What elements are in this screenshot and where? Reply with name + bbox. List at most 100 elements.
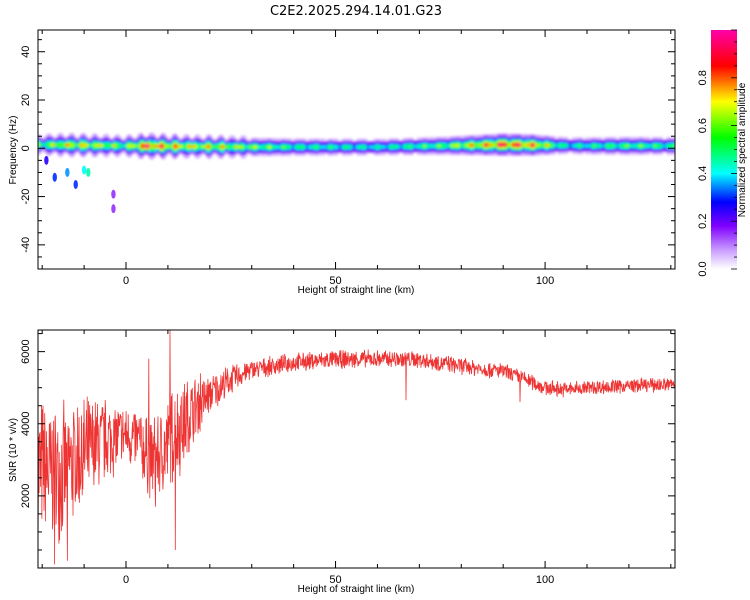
spectrogram-cell: [172, 145, 175, 148]
spectrogram-cell: [404, 145, 408, 148]
spectrogram-cell: [232, 145, 236, 149]
spectrogram-cell: [658, 144, 661, 147]
spectrogram-blob: [52, 172, 57, 182]
spectrogram-cell: [350, 146, 353, 148]
spectrogram-cell: [354, 146, 357, 148]
spectrogram-cell: [471, 144, 475, 147]
spectrogram-cell: [167, 145, 171, 148]
x-tick-label: 50: [329, 275, 341, 287]
spectrogram-cell: [126, 144, 129, 147]
spectrogram-cell: [82, 143, 85, 147]
spectrogram-cell: [371, 146, 374, 148]
spectrogram-cell: [178, 145, 181, 148]
spectrogram-cell: [86, 144, 89, 147]
spectrogram-panel: 0 50 100 -40 -20 0 20 40 Height of straight lin…: [8, 29, 676, 296]
spectrogram-cell: [436, 144, 439, 147]
spectrogram-cell: [434, 145, 437, 147]
spectrogram-cell: [73, 144, 77, 147]
spectrogram-cell: [339, 146, 343, 148]
spectrogram-cell: [209, 145, 213, 148]
spectrogram-cell: [417, 145, 420, 148]
spectrogram-cell: [237, 146, 240, 148]
spectrogram-cell: [557, 144, 561, 147]
spectrogram-cell: [299, 146, 303, 149]
spectrogram-cell: [111, 144, 114, 147]
y-tick-label: 2000: [20, 484, 32, 508]
spectrogram-cell: [362, 146, 366, 148]
spectrogram-cell: [218, 145, 221, 149]
spectrogram-heatmap: [38, 132, 675, 214]
spectrogram-cell: [281, 146, 284, 149]
spectrogram-cell: [450, 144, 454, 147]
spectrogram-cell: [205, 145, 209, 148]
x-tick-label: 0: [123, 275, 129, 287]
spectrogram-cell: [406, 145, 410, 148]
spectrogram-cell: [633, 144, 636, 147]
spectrogram-cell: [507, 143, 510, 146]
snr-series-line: [38, 330, 675, 565]
spectrogram-cell: [459, 144, 462, 147]
spectrogram-cell: [327, 146, 330, 148]
spectrogram-cell: [505, 143, 508, 146]
spectrogram-cell: [146, 145, 150, 148]
colorbar: 0.0 0.2 0.4 0.6 0.8 Normalized spectral ampl…: [697, 29, 748, 277]
spectrogram-cell: [463, 144, 466, 147]
spectrogram-cell: [79, 144, 83, 147]
spectrogram-cell: [153, 144, 156, 148]
spectrogram-cell: [626, 144, 630, 147]
spectrogram-cell: [660, 144, 663, 147]
spectrogram-cell: [440, 144, 443, 147]
spectrogram-cell: [517, 143, 521, 147]
spectrogram-cell: [547, 144, 550, 147]
snr-frame: [37, 329, 676, 569]
spectrogram-cell: [249, 146, 253, 148]
spectrogram-cell: [119, 144, 123, 147]
spectrogram-cell: [421, 145, 424, 148]
spectrogram-cell: [423, 145, 427, 148]
spectrogram-cell: [568, 144, 571, 147]
spectrogram-cell: [563, 144, 567, 147]
spectrogram-cell: [105, 144, 108, 147]
y-tick-label: 0: [20, 145, 32, 151]
spectrogram-cell: [490, 143, 494, 147]
spectrogram-cell: [419, 145, 422, 148]
spectrogram-cell: [226, 146, 230, 148]
spectrogram-cell: [44, 143, 47, 146]
spectrogram-frame: [37, 29, 676, 270]
spectrogram-cell: [318, 146, 322, 148]
spectrogram-cell: [639, 144, 642, 147]
spectrogram-cell: [614, 144, 617, 147]
spectrogram-cell: [540, 144, 544, 147]
spectrogram-cell: [102, 144, 106, 147]
spectrogram-cell: [431, 145, 435, 147]
spectrogram-cell: [132, 145, 135, 147]
spectrogram-cell: [121, 145, 125, 147]
spectrogram-cell: [559, 144, 563, 147]
spectrogram-cell: [364, 146, 368, 148]
spectrogram-cell: [536, 144, 540, 147]
spectrogram-cell: [285, 146, 288, 149]
spectrogram-cell: [586, 144, 590, 147]
spectrogram-cell: [63, 144, 66, 146]
spectrogram-cell: [496, 143, 500, 146]
spectrogram-cell: [427, 145, 431, 148]
spectrogram-cell: [570, 144, 573, 147]
spectrogram-cell: [452, 144, 456, 147]
spectrogram-cell: [270, 146, 274, 149]
spectrogram-cell: [628, 144, 632, 147]
spectrogram-cell: [67, 144, 70, 147]
spectrogram-cell: [670, 144, 674, 147]
spectrogram-cell: [532, 143, 536, 147]
spectrogram-cell: [276, 146, 280, 149]
spectrogram-cell: [136, 144, 139, 148]
x-tick-label: 50: [329, 574, 341, 586]
colorbar-tick-label: 0.8: [697, 70, 709, 85]
spectrogram-cell: [193, 145, 196, 148]
spectrogram-cell: [56, 143, 60, 147]
spectrogram-cell: [88, 144, 91, 147]
spectrogram-cell: [478, 144, 481, 147]
chart-title: C2E2.2025.294.14.01.G23: [270, 4, 442, 19]
spectrogram-cell: [92, 144, 95, 147]
spectrogram-cell: [260, 146, 263, 149]
spectrogram-cell: [159, 145, 163, 148]
